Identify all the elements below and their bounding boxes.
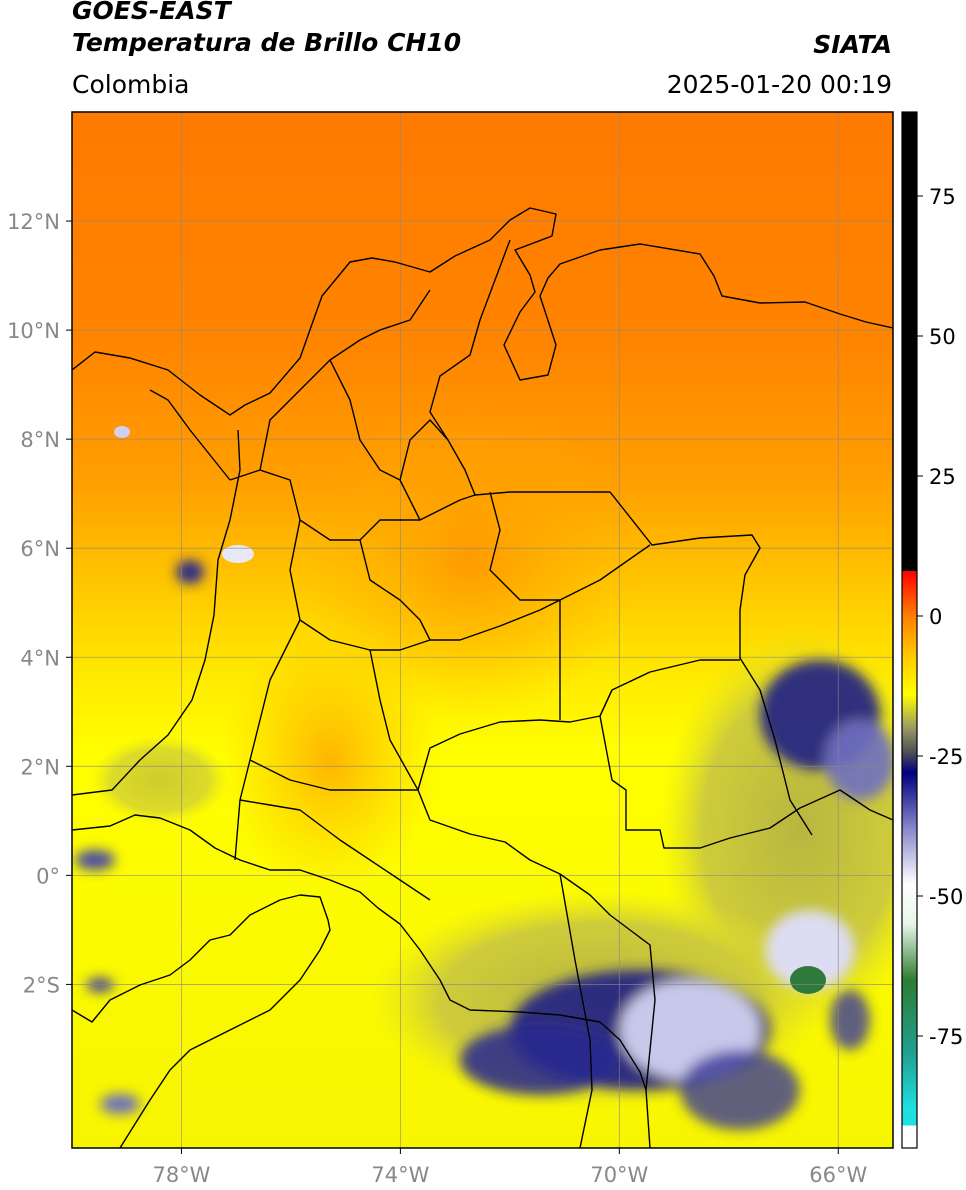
lat-tick-label: 10°N [7, 319, 60, 343]
warm-region-south [220, 630, 440, 890]
colorbar-tick-label: 0 [929, 605, 942, 629]
colorbar-frame [901, 111, 918, 1149]
brazil-peru-border [559, 873, 593, 1148]
colombia-peru-border [72, 814, 647, 1091]
colorbar-tick-label: -75 [929, 1025, 963, 1049]
lon-tick-label: 78°W [152, 1163, 210, 1187]
lat-tick-label: 6°N [20, 537, 60, 561]
region-label: Colombia [72, 70, 190, 99]
olive-region-pacific [90, 735, 230, 825]
coldest-cloud-top [790, 966, 826, 994]
lat-tick-label: 0° [36, 864, 60, 888]
lat-tick-label: 2°S [23, 973, 60, 997]
cloud-choco [222, 545, 254, 563]
latitude-labels: 12°N 10°N 8°N 6°N 4°N 2°N 0° 2°S [7, 210, 72, 997]
lat-tick-label: 2°N [20, 755, 60, 779]
caribbean-coast [72, 207, 893, 416]
internal-dept-12 [399, 419, 449, 481]
satellite-image [72, 112, 893, 1148]
source-label: SIATA [813, 30, 892, 59]
internal-dept-8 [234, 619, 301, 861]
ecuador-peru-border [72, 894, 331, 1148]
colorbar [902, 112, 917, 1148]
internal-dept-5 [329, 359, 421, 521]
lat-tick-label: 12°N [7, 210, 60, 234]
warm-region [300, 400, 640, 720]
internal-dept-4 [259, 289, 431, 471]
datetime-label: 2025-01-20 00:19 [666, 70, 892, 99]
lon-tick-label: 74°W [371, 1163, 429, 1187]
longitude-labels: 78°W 74°W 70°W 66°W [152, 1148, 867, 1187]
colombia-venezuela-border [429, 239, 813, 836]
lon-tick-label: 70°W [590, 1163, 648, 1187]
colorbar-tick-label: -50 [929, 885, 963, 909]
internal-dept-1 [229, 469, 476, 541]
map-frame [71, 111, 894, 1149]
colorbar-tick-label: 50 [929, 325, 956, 349]
lat-tick-label: 4°N [20, 646, 60, 670]
venezuela-brazil-border [599, 689, 893, 849]
colorbar-ticks: 75 50 25 0 -25 -50 -75 [917, 185, 963, 1049]
internal-dept-3 [369, 649, 419, 791]
graticule [72, 112, 893, 1148]
internal-dept-9 [249, 759, 418, 791]
colombia-panama-border [149, 389, 231, 481]
internal-dept-11 [359, 539, 431, 641]
lat-tick-label: 8°N [20, 428, 60, 452]
title-line-1: GOES-EAST [72, 0, 231, 25]
borders [72, 207, 893, 1148]
cloud-tops [75, 560, 893, 1130]
cloud-darien [114, 426, 130, 438]
internal-dept-6 [489, 491, 560, 601]
colorbar-tick-label: -25 [929, 745, 963, 769]
lon-tick-label: 66°W [809, 1163, 867, 1187]
pacific-coast [72, 429, 241, 796]
colorbar-tick-label: 25 [929, 465, 956, 489]
title-line-2: Temperatura de Brillo CH10 [72, 28, 462, 57]
colorbar-tick-label: 75 [929, 185, 956, 209]
internal-dept-10 [239, 799, 431, 901]
